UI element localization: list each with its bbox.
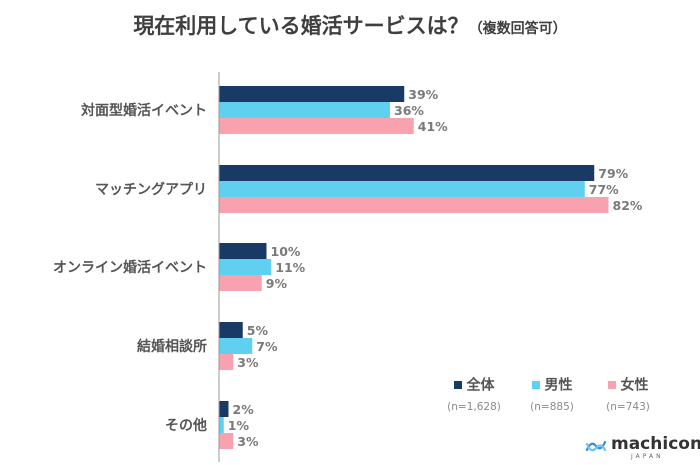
data-label-female: 82%: [613, 198, 643, 213]
bar-all: [219, 322, 243, 338]
bar-male: [219, 338, 253, 354]
legend-item-female: 女性 (n=743): [590, 374, 666, 413]
logo-word: machicon: [611, 434, 700, 454]
data-label-male: 77%: [589, 182, 619, 197]
data-label-all: 5%: [247, 323, 269, 338]
legend-n-female: (n=743): [606, 400, 650, 413]
bar-female: [219, 433, 234, 449]
bar-all: [219, 243, 267, 259]
data-label-female: 3%: [237, 355, 259, 370]
data-label-male: 11%: [275, 260, 305, 275]
legend-n-male: (n=885): [530, 400, 574, 413]
data-label-female: 41%: [418, 119, 448, 134]
legend-label-female: 女性: [620, 377, 649, 394]
chart-title: 現在利用している婚活サービスは？（複数回答可）: [0, 10, 700, 40]
data-label-all: 39%: [408, 87, 438, 102]
category-label: その他: [165, 417, 207, 434]
legend-item-male: 男性 (n=885): [514, 374, 590, 413]
category-label: 対面型婚活イベント: [80, 102, 207, 119]
logo-sub: JAPAN: [631, 453, 664, 460]
data-label-female: 9%: [266, 276, 288, 291]
data-label-all: 2%: [233, 402, 255, 417]
data-label-male: 7%: [256, 339, 278, 354]
data-label-female: 3%: [237, 434, 259, 449]
bar-female: [219, 118, 414, 134]
legend-label-all: 全体: [466, 377, 495, 394]
legend-swatch-all: [453, 380, 462, 389]
legend-n-all: (n=1,628): [447, 400, 501, 413]
category-label: 結婚相談所: [137, 338, 207, 355]
legend-label-male: 男性: [544, 377, 573, 394]
category-label: オンライン婚活イベント: [53, 259, 207, 276]
bar-male: [219, 259, 272, 275]
data-label-all: 10%: [271, 244, 301, 259]
bar-male: [219, 181, 585, 197]
data-label-male: 36%: [394, 103, 424, 118]
category-label: マッチングアプリ: [95, 181, 207, 198]
bar-female: [219, 275, 262, 291]
bar-all: [219, 401, 229, 417]
legend-swatch-female: [607, 380, 616, 389]
machicon-logo: machicon JAPAN: [585, 434, 700, 462]
bar-female: [219, 354, 234, 370]
chart-title-sub: （複数回答可）: [468, 21, 567, 37]
bar-all: [219, 165, 595, 181]
chart-title-main: 現在利用している婚活サービスは？: [133, 14, 469, 38]
bar-male: [219, 102, 390, 118]
bar-all: [219, 86, 405, 102]
legend-swatch-male: [531, 380, 540, 389]
data-label-male: 1%: [228, 418, 250, 433]
bar-female: [219, 197, 609, 213]
logo-mark-icon: [585, 440, 607, 452]
legend-item-all: 全体 (n=1,628): [436, 374, 512, 413]
bar-male: [219, 417, 224, 433]
data-label-all: 79%: [598, 166, 628, 181]
legend: 全体 (n=1,628) 男性 (n=885) 女性 (n=743): [436, 374, 666, 414]
